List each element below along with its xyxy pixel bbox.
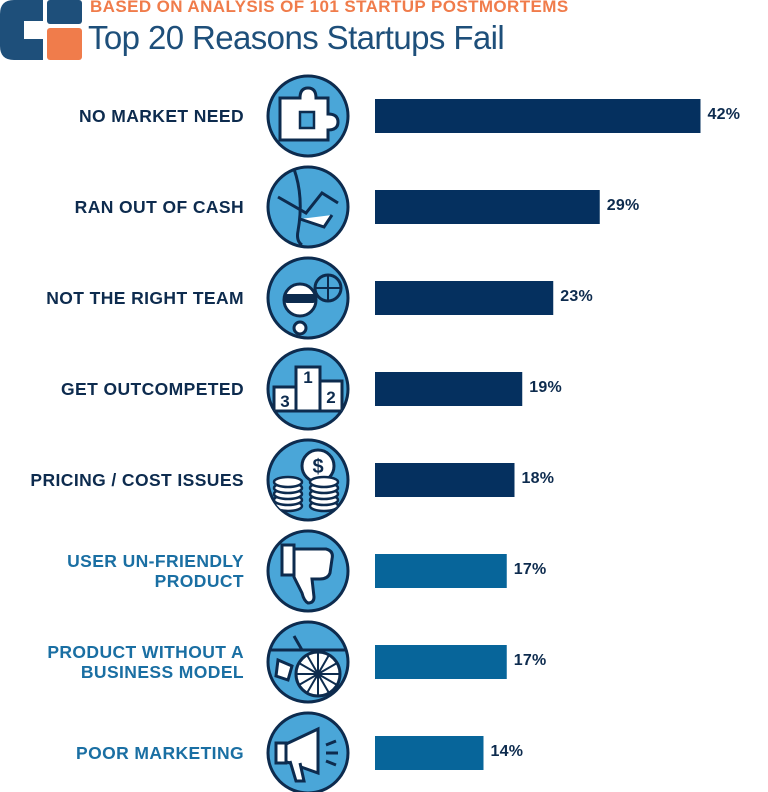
megaphone-icon <box>266 711 350 792</box>
bar <box>375 554 507 588</box>
data-label: 23% <box>560 288 593 305</box>
category-label-line: USER UN-FRIENDLY <box>67 551 244 571</box>
data-label: 17% <box>513 652 547 669</box>
category-label-line: PRODUCT <box>154 571 244 591</box>
bar <box>375 645 507 679</box>
category-label: GET OUTCOMPETED <box>61 379 244 399</box>
category-label-line: BUSINESS MODEL <box>80 662 244 682</box>
category-label: NO MARKET NEED <box>79 106 244 126</box>
category-label-line: NO MARKET NEED <box>78 106 244 126</box>
svg-text:1: 1 <box>303 368 312 387</box>
category-label: POOR MARKETING <box>76 743 244 763</box>
category-label: NOT THE RIGHT TEAM <box>46 288 244 308</box>
chart-subtitle: BASED ON ANALYSIS OF 101 STARTUP POSTMOR… <box>90 0 569 16</box>
data-label: 17% <box>513 561 547 578</box>
category-label: PRICING / COST ISSUES <box>30 470 244 490</box>
coins-icon: $ <box>266 438 350 522</box>
category-label-line: PRODUCT WITHOUT A <box>47 642 244 662</box>
bar <box>375 190 600 224</box>
category-label-line: POOR MARKETING <box>76 743 244 763</box>
bar <box>375 99 701 133</box>
category-label: RAN OUT OF CASH <box>75 197 244 217</box>
podium-icon: 12 3 <box>266 347 350 431</box>
category-label: PRODUCT WITHOUT A BUSINESS MODEL <box>47 642 244 682</box>
category-label-line: RAN OUT OF CASH <box>74 197 244 217</box>
bar <box>375 281 554 315</box>
svg-text:3: 3 <box>280 392 289 411</box>
team-icon <box>266 256 350 340</box>
cart-icon <box>266 620 350 704</box>
category-label-line: PRICING / COST ISSUES <box>30 470 244 490</box>
data-label: 18% <box>521 470 555 487</box>
data-label: 42% <box>707 106 741 123</box>
logo-icon <box>0 0 82 60</box>
category-label-line: NOT THE RIGHT TEAM <box>46 288 244 308</box>
svg-text:2: 2 <box>326 388 335 407</box>
category-label-line: GET OUTCOMPETED <box>61 379 244 399</box>
data-label: 19% <box>529 379 562 396</box>
chart-title: Top 20 Reasons Startups Fail <box>88 19 505 56</box>
thumbs-down-icon <box>266 529 350 613</box>
puzzle-icon <box>266 74 350 158</box>
bar <box>375 463 515 497</box>
data-label: 29% <box>606 197 640 214</box>
category-label: USER UN-FRIENDLY PRODUCT <box>67 551 244 591</box>
svg-text:$: $ <box>312 456 323 478</box>
data-label: 14% <box>490 743 524 760</box>
bar <box>375 372 523 406</box>
bar <box>375 736 484 770</box>
handshake-icon <box>266 165 350 249</box>
